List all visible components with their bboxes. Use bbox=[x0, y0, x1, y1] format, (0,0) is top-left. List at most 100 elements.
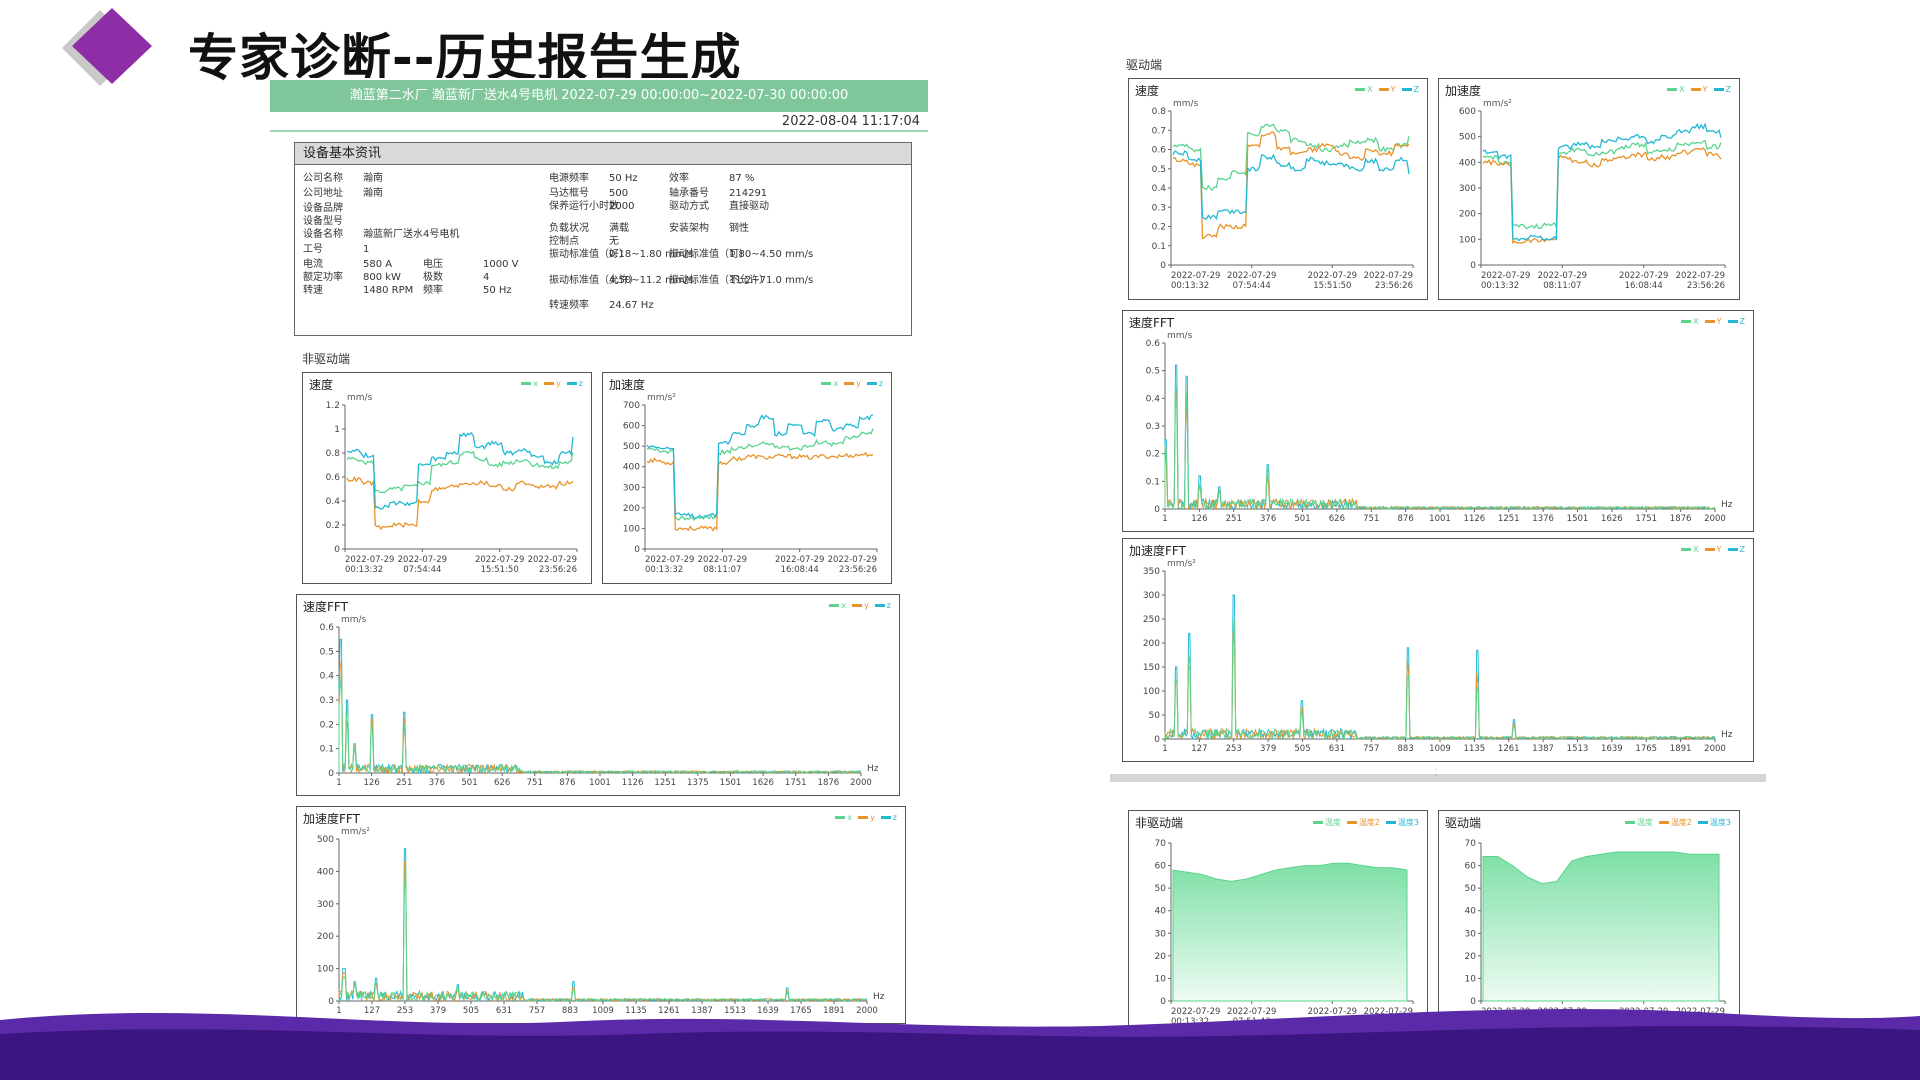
separator-handle-icon[interactable]: ˙ ˙ bbox=[1434, 768, 1438, 783]
series-line-x bbox=[646, 428, 874, 522]
x-tick-label: 2022-07-29 15:51:50 bbox=[475, 555, 524, 575]
x-tick-label: 751 bbox=[527, 778, 543, 788]
legend-item[interactable]: Y bbox=[1704, 317, 1722, 326]
y-tick-label: 700 bbox=[623, 401, 640, 411]
de-acceleration-chart: 加速度 mm/s² X Y Z 0 100 200 300 400 500 600 2022-07-29… bbox=[1438, 78, 1740, 300]
x-tick-label: 1 bbox=[1162, 744, 1167, 754]
legend-item[interactable]: z bbox=[566, 379, 583, 388]
y-tick-label: 0.2 bbox=[1146, 450, 1160, 460]
slide-title: 专家诊断--历史报告生成 bbox=[188, 29, 742, 87]
x-tick-label: 2022-07-29 16:08:44 bbox=[775, 555, 824, 575]
x-tick-label: 883 bbox=[1398, 744, 1414, 754]
legend-label: y bbox=[870, 813, 875, 822]
chart-plot: 0 100 200 300 400 500 1 127 253 379 505 631 757 883 10… bbox=[317, 835, 885, 1016]
legend-item[interactable]: x bbox=[829, 601, 846, 610]
temperature-area bbox=[1482, 851, 1720, 1002]
temp-nde-chart: 非驱动端 温度 温度2 温度3 0 10 20 30 40 50 60 70 2022-07-29 00:… bbox=[1128, 810, 1428, 1036]
x-tick-label: 626 bbox=[1329, 514, 1345, 524]
equipment-info-cell: 4.50~11.2 mm/s bbox=[609, 275, 694, 286]
legend-item[interactable]: x bbox=[835, 813, 852, 822]
x-tick-label: 1891 bbox=[1670, 744, 1692, 754]
legend-item[interactable]: 温度 bbox=[1312, 817, 1341, 828]
equipment-info-cell: 电源频率 bbox=[549, 173, 589, 184]
chart-legend: x y z bbox=[821, 379, 883, 388]
legend-swatch-icon bbox=[874, 604, 885, 607]
y-tick-label: 100 bbox=[1143, 687, 1160, 697]
equipment-info-cell: 1480 RPM bbox=[363, 285, 414, 296]
legend-item[interactable]: 温度 bbox=[1624, 817, 1653, 828]
x-tick-label: 883 bbox=[562, 1006, 578, 1016]
legend-swatch-icon bbox=[1378, 88, 1389, 91]
legend-item[interactable]: 温度2 bbox=[1346, 817, 1380, 828]
series-line-y bbox=[646, 451, 874, 532]
equipment-info-cell: 设备名称 bbox=[303, 229, 343, 240]
legend-item[interactable]: 温度2 bbox=[1658, 817, 1692, 828]
x-unit-label: Hz bbox=[867, 764, 879, 774]
legend-label: z bbox=[892, 813, 897, 822]
series-line-x bbox=[346, 450, 574, 494]
legend-item[interactable]: y bbox=[544, 379, 561, 388]
x-tick-label: 2000 bbox=[850, 778, 872, 788]
y-tick-label: 0 bbox=[634, 545, 640, 555]
series-line-Z bbox=[1482, 122, 1722, 242]
legend-item[interactable]: X bbox=[1667, 85, 1685, 94]
legend-item[interactable]: Z bbox=[1727, 545, 1745, 554]
x-tick-label: 2022-07-29 08:11:07 bbox=[698, 555, 747, 575]
y-tick-label: 200 bbox=[1143, 639, 1160, 649]
drive-end-panel: 驱动端 速度 mm/s X Y Z 0 0.1 0.2 0.3 0.4 0.5 0.6 0.7 0.8 20… bbox=[1108, 52, 1768, 1036]
legend-item[interactable]: z bbox=[866, 379, 883, 388]
y-tick-label: 0.7 bbox=[1152, 126, 1166, 136]
x-tick-label: 1501 bbox=[1567, 514, 1589, 524]
y-tick-label: 0.5 bbox=[1146, 367, 1160, 377]
x-tick-label: 876 bbox=[1398, 514, 1414, 524]
legend-item[interactable]: 温度3 bbox=[1697, 817, 1731, 828]
legend-item[interactable]: z bbox=[874, 601, 891, 610]
legend-item[interactable]: Y bbox=[1704, 545, 1722, 554]
x-tick-label: 2000 bbox=[1704, 744, 1726, 754]
y-tick-label: 0 bbox=[1154, 735, 1160, 745]
legend-item[interactable]: x bbox=[521, 379, 538, 388]
legend-item[interactable]: Y bbox=[1378, 85, 1396, 94]
equipment-info-cell: 钢性 bbox=[729, 223, 749, 234]
legend-label: Y bbox=[1716, 545, 1722, 554]
y-unit-label: mm/s² bbox=[1167, 559, 1196, 569]
legend-swatch-icon bbox=[1355, 88, 1366, 91]
legend-item[interactable]: x bbox=[821, 379, 838, 388]
x-tick-label: 2000 bbox=[1704, 514, 1726, 524]
y-unit-label: mm/s bbox=[347, 393, 373, 403]
x-tick-label: 757 bbox=[529, 1006, 545, 1016]
legend-item[interactable]: z bbox=[880, 813, 897, 822]
legend-label: y bbox=[856, 379, 861, 388]
x-tick-label: 505 bbox=[463, 1006, 479, 1016]
legend-item[interactable]: 温度3 bbox=[1385, 817, 1419, 828]
x-tick-label: 1135 bbox=[1464, 744, 1486, 754]
legend-item[interactable]: Z bbox=[1401, 85, 1419, 94]
y-tick-label: 0.1 bbox=[1146, 477, 1160, 487]
legend-item[interactable]: Z bbox=[1727, 317, 1745, 326]
legend-item[interactable]: y bbox=[858, 813, 875, 822]
legend-item[interactable]: X bbox=[1355, 85, 1373, 94]
legend-label: Z bbox=[1725, 85, 1731, 94]
x-tick-label: 1375 bbox=[687, 778, 709, 788]
y-tick-label: 300 bbox=[317, 900, 334, 910]
legend-label: Z bbox=[1739, 545, 1745, 554]
x-tick-label: 1001 bbox=[1429, 514, 1451, 524]
chart-plot: 0 0.1 0.2 0.3 0.4 0.5 0.6 0.7 0.8 2022-07-29 00:13… bbox=[1152, 107, 1414, 291]
legend-item[interactable]: X bbox=[1681, 545, 1699, 554]
y-tick-label: 0 bbox=[1160, 261, 1166, 271]
legend-label: 温度 bbox=[1324, 818, 1341, 827]
fft-spectrum-line bbox=[338, 638, 862, 775]
y-tick-label: 100 bbox=[623, 524, 640, 534]
legend-label: z bbox=[578, 379, 583, 388]
series-line-y bbox=[346, 476, 574, 531]
equipment-info-cell: 50 Hz bbox=[609, 173, 638, 184]
x-tick-label: 2022-07-29 07:54:44 bbox=[398, 555, 447, 575]
legend-item[interactable]: Y bbox=[1690, 85, 1708, 94]
legend-item[interactable]: X bbox=[1681, 317, 1699, 326]
legend-item[interactable]: y bbox=[852, 601, 869, 610]
legend-item[interactable]: Z bbox=[1713, 85, 1731, 94]
legend-item[interactable]: y bbox=[844, 379, 861, 388]
